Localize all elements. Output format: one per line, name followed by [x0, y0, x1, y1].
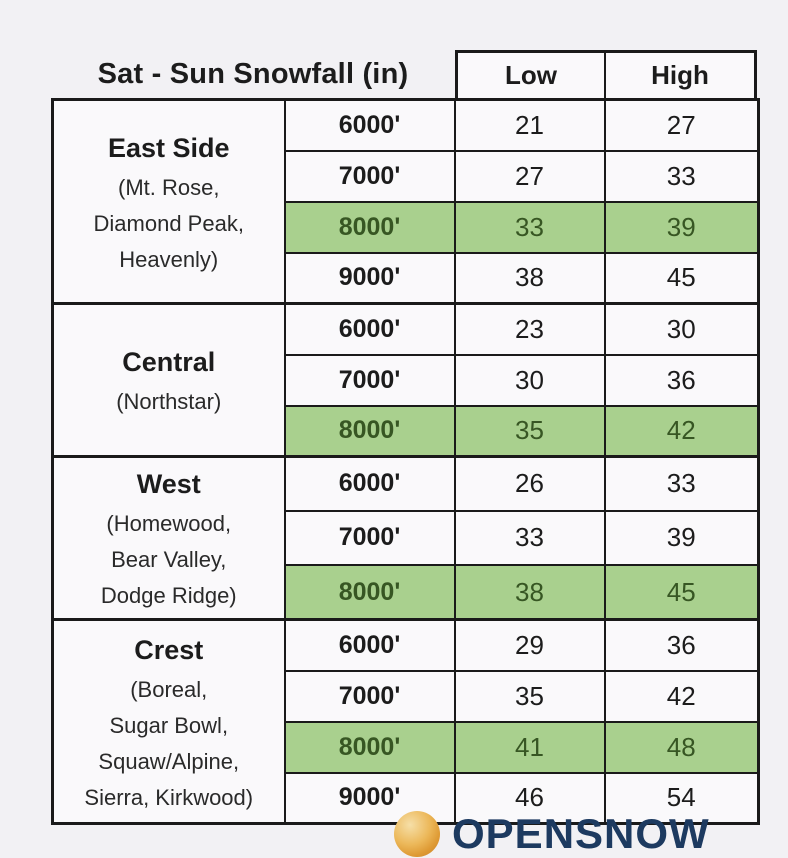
low-value-cell: 35: [453, 669, 606, 723]
high-value-cell: 36: [603, 353, 760, 407]
table-header: Sat - Sun Snowfall (in) Low High: [51, 50, 757, 98]
opensnow-logo: OPENSNOW: [394, 810, 710, 858]
elevation-cell: 7000': [283, 509, 456, 567]
table-row-highlighted: 8000' 35 42: [53, 404, 760, 458]
high-value-cell: 33: [603, 454, 760, 512]
elevation-cell: 7000': [283, 149, 456, 203]
table-row: Central (Northstar) 6000' 23 30: [51, 302, 760, 458]
high-value-cell: 45: [603, 251, 760, 305]
elevation-cell: 8000': [283, 200, 456, 254]
snowfall-table-layout: Sat - Sun Snowfall (in) Low High East Si…: [51, 50, 760, 825]
low-value-cell: 30: [453, 353, 606, 407]
high-value-cell: 30: [603, 302, 760, 356]
low-value-cell: 29: [453, 618, 606, 672]
elevation-cell: 6000': [283, 98, 456, 152]
opensnow-sun-icon: [394, 811, 440, 857]
region-name: East Side: [107, 132, 230, 163]
region-subtitle-line: (Mt. Rose,: [118, 174, 220, 200]
region-cell-crest: Crest (Boreal, Sugar Bowl, Squaw/Alpine,…: [51, 618, 286, 825]
high-value-cell: 48: [603, 720, 760, 774]
table-row: 9000' 46 54: [53, 771, 760, 825]
high-value-cell: 54: [603, 771, 760, 825]
column-header-low: Low: [458, 53, 606, 98]
low-value-cell: 33: [453, 200, 606, 254]
header-box: Low High: [455, 50, 757, 98]
low-value-cell: 27: [453, 149, 606, 203]
elevation-cell: 6000': [283, 618, 456, 672]
opensnow-logo-text: OPENSNOW: [452, 810, 710, 857]
region-subtitle-line: Sugar Bowl,: [109, 712, 229, 738]
table-row: 7000' 30 36: [53, 353, 760, 407]
table-row-highlighted: 8000' 41 48: [53, 720, 760, 774]
region-subtitle-line: (Homewood,: [106, 511, 232, 536]
elevation-cell: 8000': [283, 564, 456, 621]
page-title: Sat - Sun Snowfall (in): [97, 57, 409, 90]
high-value-cell: 27: [603, 98, 760, 152]
elevation-cell: 9000': [283, 251, 456, 305]
low-value-cell: 26: [453, 454, 606, 512]
table-row: 9000' 38 45: [53, 251, 760, 305]
region-name: West: [136, 469, 201, 499]
column-header-high: High: [606, 53, 754, 98]
table-row: 7000' 35 42: [53, 669, 760, 723]
high-value-cell: 42: [603, 669, 760, 723]
table-row: East Side (Mt. Rose, Diamond Peak, Heave…: [51, 98, 760, 305]
table-row-highlighted: 8000' 33 39: [53, 200, 760, 254]
high-value-cell: 45: [603, 564, 760, 621]
region-subtitle-line: Diamond Peak,: [93, 210, 244, 236]
elevation-cell: 6000': [283, 302, 456, 356]
snowfall-table: East Side (Mt. Rose, Diamond Peak, Heave…: [51, 98, 760, 825]
region-subtitle-line: Heavenly): [119, 246, 219, 272]
region-subtitle-line: (Boreal,: [130, 676, 208, 702]
high-value-cell: 39: [603, 509, 760, 567]
elevation-cell: 6000': [283, 454, 456, 512]
elevation-cell: 8000': [283, 720, 456, 774]
table-row: West (Homewood, Bear Valley, Dodge Ridge…: [51, 454, 760, 621]
low-value-cell: 21: [453, 98, 606, 152]
region-name: Central: [122, 347, 216, 377]
low-value-cell: 23: [453, 302, 606, 356]
elevation-cell: 7000': [283, 353, 456, 407]
table-row: Crest (Boreal, Sugar Bowl, Squaw/Alpine,…: [51, 618, 760, 825]
low-value-cell: 41: [453, 720, 606, 774]
elevation-cell: 8000': [283, 404, 456, 458]
high-value-cell: 39: [603, 200, 760, 254]
table-row: 7000' 33 39: [53, 509, 760, 567]
region-name: Crest: [134, 634, 204, 665]
high-value-cell: 36: [603, 618, 760, 672]
region-cell-west: West (Homewood, Bear Valley, Dodge Ridge…: [51, 455, 286, 621]
elevation-cell: 7000': [283, 669, 456, 723]
region-subtitle-line: (Northstar): [116, 389, 222, 414]
region-subtitle-line: Dodge Ridge): [100, 583, 237, 608]
table-row: 7000' 27 33: [53, 149, 760, 203]
low-value-cell: 46: [453, 771, 606, 825]
high-value-cell: 33: [603, 149, 760, 203]
table-row-highlighted: 8000' 38 45: [53, 564, 760, 621]
region-subtitle-line: Sierra, Kirkwood): [84, 784, 254, 810]
region-subtitle-line: Squaw/Alpine,: [98, 748, 240, 774]
region-subtitle-line: Bear Valley,: [111, 547, 227, 572]
region-cell-east-side: East Side (Mt. Rose, Diamond Peak, Heave…: [51, 98, 286, 305]
low-value-cell: 33: [453, 509, 606, 567]
low-value-cell: 38: [453, 251, 606, 305]
region-cell-central: Central (Northstar): [51, 302, 286, 458]
low-value-cell: 38: [453, 564, 606, 621]
low-value-cell: 35: [453, 404, 606, 458]
high-value-cell: 42: [603, 404, 760, 458]
